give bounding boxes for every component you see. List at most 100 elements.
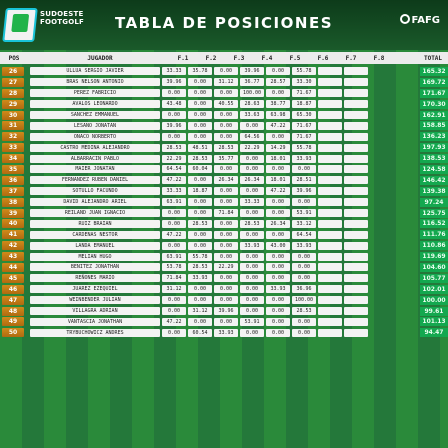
score-f5: 0.00 <box>266 89 290 98</box>
player-name: SANCHEZ EMMANUEL <box>30 111 160 119</box>
score-f3: 35.77 <box>214 154 238 163</box>
table-row: 49 VANTASCIA JONATHAN 47.22 0.00 0.00 53.91 0.… <box>0 316 448 327</box>
position-badge: 39 <box>2 208 24 218</box>
score-f2: 28.53 <box>188 263 212 272</box>
player-name: REILAND JUAN IGNACIO <box>30 209 160 218</box>
score-f3: 0.00 <box>214 165 238 174</box>
table-row: 37 SOTULLO FACUNDO 33.33 18.87 0.00 0.00 47.22… <box>0 186 448 197</box>
score-f7 <box>318 274 342 283</box>
score-f6: 71.67 <box>292 132 316 141</box>
score-f1: 33.33 <box>162 67 186 76</box>
column-header-f-1: F.1 <box>177 54 189 62</box>
position-badge: 40 <box>2 219 24 229</box>
fafg-logo: FAFG <box>399 14 440 26</box>
column-header-pos: POS <box>8 54 20 62</box>
total-score: 158.85 <box>420 121 448 131</box>
score-f3: 33.93 <box>214 328 238 337</box>
player-name: WEINBENDER JULIAN <box>30 296 160 305</box>
score-f3: 0.00 <box>214 252 238 261</box>
total-score: 162.91 <box>420 110 448 120</box>
score-f7 <box>318 111 342 119</box>
score-f4: 33.63 <box>240 111 264 119</box>
table-row: 40 RUIZ BRAIAN 0.00 28.53 0.00 28.53 26.34 33.1… <box>0 218 448 229</box>
score-f3: 0.00 <box>214 198 238 207</box>
score-f6: 0.00 <box>292 252 316 261</box>
score-f8 <box>344 209 368 218</box>
score-f8 <box>344 143 368 152</box>
position-badge: 29 <box>2 99 24 109</box>
score-f4: 36.77 <box>240 78 264 87</box>
total-score: 110.86 <box>420 241 448 251</box>
score-f8 <box>344 317 368 326</box>
score-f4: 64.56 <box>240 132 264 141</box>
total-score: 146.42 <box>420 175 448 185</box>
score-f7 <box>318 230 342 239</box>
total-score: 171.67 <box>420 88 448 98</box>
score-f2: 0.00 <box>188 121 212 130</box>
total-score: 136.23 <box>420 132 448 142</box>
score-f6: 36.96 <box>292 285 316 294</box>
score-f1: 22.29 <box>162 154 186 163</box>
score-f5: 63.98 <box>266 111 290 119</box>
score-f7 <box>318 241 342 250</box>
score-f7 <box>318 100 342 109</box>
score-f4: 28.53 <box>240 219 264 228</box>
score-f7 <box>318 209 342 218</box>
position-badge: 37 <box>2 186 24 196</box>
position-badge: 46 <box>2 284 24 294</box>
total-score: 116.52 <box>420 219 448 229</box>
score-f4: 33.93 <box>240 241 264 250</box>
total-score: 125.75 <box>420 208 448 218</box>
position-badge: 48 <box>2 306 24 316</box>
score-f4: 53.91 <box>240 317 264 326</box>
score-f2: 0.00 <box>188 100 212 109</box>
score-f2: 0.00 <box>188 241 212 250</box>
score-f3: 0.00 <box>214 121 238 130</box>
column-header-f-6: F.6 <box>317 54 329 62</box>
score-f5: 0.00 <box>266 198 290 207</box>
score-f7 <box>318 154 342 163</box>
player-name: RUIZ BRAIAN <box>30 219 160 228</box>
score-f2: 48.51 <box>188 143 212 152</box>
score-f4: 0.00 <box>240 285 264 294</box>
score-f5: 28.57 <box>266 78 290 87</box>
table-row: 45 REÑONES MARIO 71.84 33.93 0.00 0.00 0.00 0.0… <box>0 273 448 284</box>
score-f7 <box>318 198 342 207</box>
total-score: 138.53 <box>420 154 448 164</box>
score-f1: 0.00 <box>162 209 186 218</box>
score-f2: 0.00 <box>188 230 212 239</box>
score-f2: 60.04 <box>188 165 212 174</box>
player-name: JUAREZ EZEQUIEL <box>30 285 160 294</box>
score-f6: 33.30 <box>292 78 316 87</box>
table-row: 36 FERNANDEZ RUBEN DANIEL 47.22 0.00 26.34 26… <box>0 175 448 186</box>
score-f5: 38.77 <box>266 100 290 109</box>
score-f8 <box>344 252 368 261</box>
position-badge: 34 <box>2 154 24 164</box>
score-f4: 0.00 <box>240 252 264 261</box>
score-f5: 0.00 <box>266 209 290 218</box>
position-badge: 43 <box>2 252 24 262</box>
score-f1: 71.84 <box>162 274 186 283</box>
score-f1: 31.12 <box>162 285 186 294</box>
score-f4: 28.63 <box>240 100 264 109</box>
position-badge: 36 <box>2 175 24 185</box>
score-f5: 0.00 <box>266 132 290 141</box>
score-f6: 39.96 <box>292 187 316 196</box>
score-f5: 0.00 <box>266 328 290 337</box>
score-f1: 0.00 <box>162 307 186 316</box>
total-score: 170.30 <box>420 99 448 109</box>
score-f2: 0.00 <box>188 209 212 218</box>
score-f1: 0.00 <box>162 89 186 98</box>
score-f6: 0.00 <box>292 317 316 326</box>
score-f2: 0.00 <box>188 198 212 207</box>
score-f6: 0.00 <box>292 263 316 272</box>
table-row: 48 VILLAGRA ADRIAN 0.00 31.12 39.96 0.00 0.00 2… <box>0 306 448 317</box>
table-row: 26 ULLUA SERGIO JAVIER 33.33 35.78 0.00 39.96… <box>0 66 448 77</box>
table-row: 28 PEREZ FABRICIO 0.00 0.00 0.00 100.00 0.00 71… <box>0 88 448 99</box>
score-f1: 39.96 <box>162 121 186 130</box>
score-f8 <box>344 100 368 109</box>
score-f8 <box>344 285 368 294</box>
player-name: FERNANDEZ RUBEN DANIEL <box>30 176 160 185</box>
score-f6: 0.00 <box>292 328 316 337</box>
